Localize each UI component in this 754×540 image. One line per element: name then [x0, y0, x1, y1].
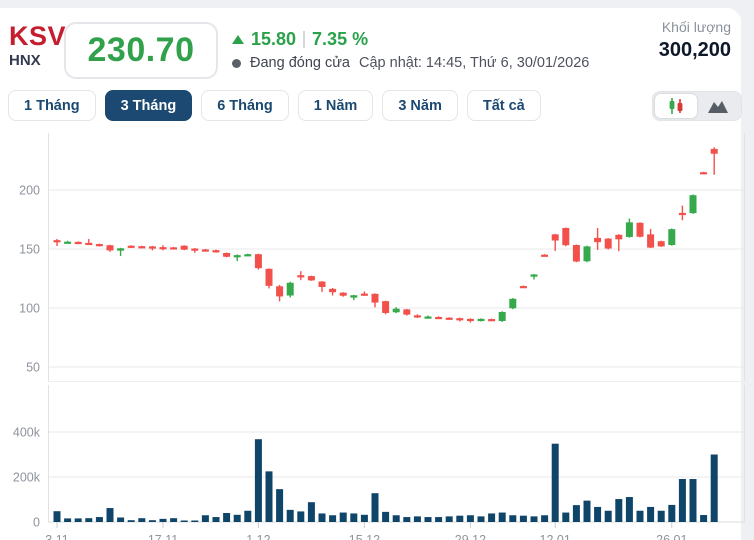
market-status: Đang đóng cửa	[250, 55, 350, 71]
svg-text:150: 150	[19, 243, 40, 257]
last-updated: Cập nhật: 14:45, Thứ 6, 30/01/2026	[359, 55, 590, 71]
price-box: 230.70	[64, 22, 218, 79]
tab-3-months[interactable]: 3 Tháng	[104, 90, 193, 121]
svg-text:17.11: 17.11	[148, 533, 178, 540]
svg-text:100: 100	[19, 302, 40, 316]
svg-text:3.11: 3.11	[45, 533, 68, 540]
up-arrow-icon	[232, 35, 244, 44]
chart-area[interactable]: 200 150 100 50 400k 200k 0 3.11 17.11 1.12 15.12 29…	[0, 128, 754, 540]
change-value: 15.80	[251, 29, 297, 49]
volume-label: Khối lượng	[661, 19, 731, 35]
chart-type-toggle	[652, 91, 742, 121]
market-status-row: Đang đóng cửa Cập nhật: 14:45, Thứ 6, 30…	[232, 55, 589, 71]
tab-1-month[interactable]: 1 Tháng	[8, 90, 96, 121]
tab-3-years[interactable]: 3 Năm	[382, 90, 458, 121]
symbol-block: KSV HNX	[9, 22, 66, 70]
last-price: 230.70	[87, 31, 195, 69]
candlestick-volume-chart[interactable]: 200 150 100 50 400k 200k 0 3.11 17.11 1.12 15.12 29…	[0, 128, 754, 540]
gridlines	[48, 189, 745, 523]
candlestick-mode-button[interactable]	[655, 94, 697, 118]
tab-all[interactable]: Tất cả	[466, 90, 541, 121]
svg-text:15.12: 15.12	[349, 533, 380, 540]
candles-group	[53, 147, 718, 323]
svg-text:200k: 200k	[13, 471, 41, 485]
status-dot-icon	[232, 58, 241, 68]
divider	[303, 31, 306, 48]
exchange-label: HNX	[9, 52, 41, 69]
area-chart-icon	[708, 101, 728, 113]
svg-text:50: 50	[26, 361, 40, 375]
svg-text:1.12: 1.12	[246, 533, 270, 540]
tab-1-year[interactable]: 1 Năm	[297, 90, 374, 121]
axis-borders	[48, 133, 745, 528]
area-mode-button[interactable]	[697, 94, 739, 118]
svg-text:12.01: 12.01	[540, 533, 571, 540]
price-change-row: 15.80 7.35 %	[232, 29, 368, 50]
header: KSV HNX 230.70 15.80 7.35 % Đang đóng cử…	[0, 14, 741, 84]
period-tabs: 1 Tháng 3 Tháng 6 Tháng 1 Năm 3 Năm Tất …	[8, 90, 541, 121]
tab-6-months[interactable]: 6 Tháng	[201, 90, 289, 121]
ticker-symbol: KSV	[9, 21, 67, 51]
svg-text:0: 0	[33, 516, 40, 530]
svg-text:200: 200	[19, 184, 40, 198]
volume-value: 300,200	[658, 39, 731, 61]
candlestick-icon	[669, 98, 683, 114]
volume-bars-group	[53, 439, 718, 522]
volume-block: Khối lượng 300,200	[659, 18, 731, 62]
svg-text:29.12: 29.12	[455, 533, 486, 540]
svg-text:400k: 400k	[13, 426, 41, 440]
change-percent: 7.35 %	[312, 29, 369, 49]
svg-text:26.01: 26.01	[656, 533, 687, 540]
axis-labels: 200 150 100 50 400k 200k 0 3.11 17.11 1.12 15.12 29…	[13, 184, 688, 540]
